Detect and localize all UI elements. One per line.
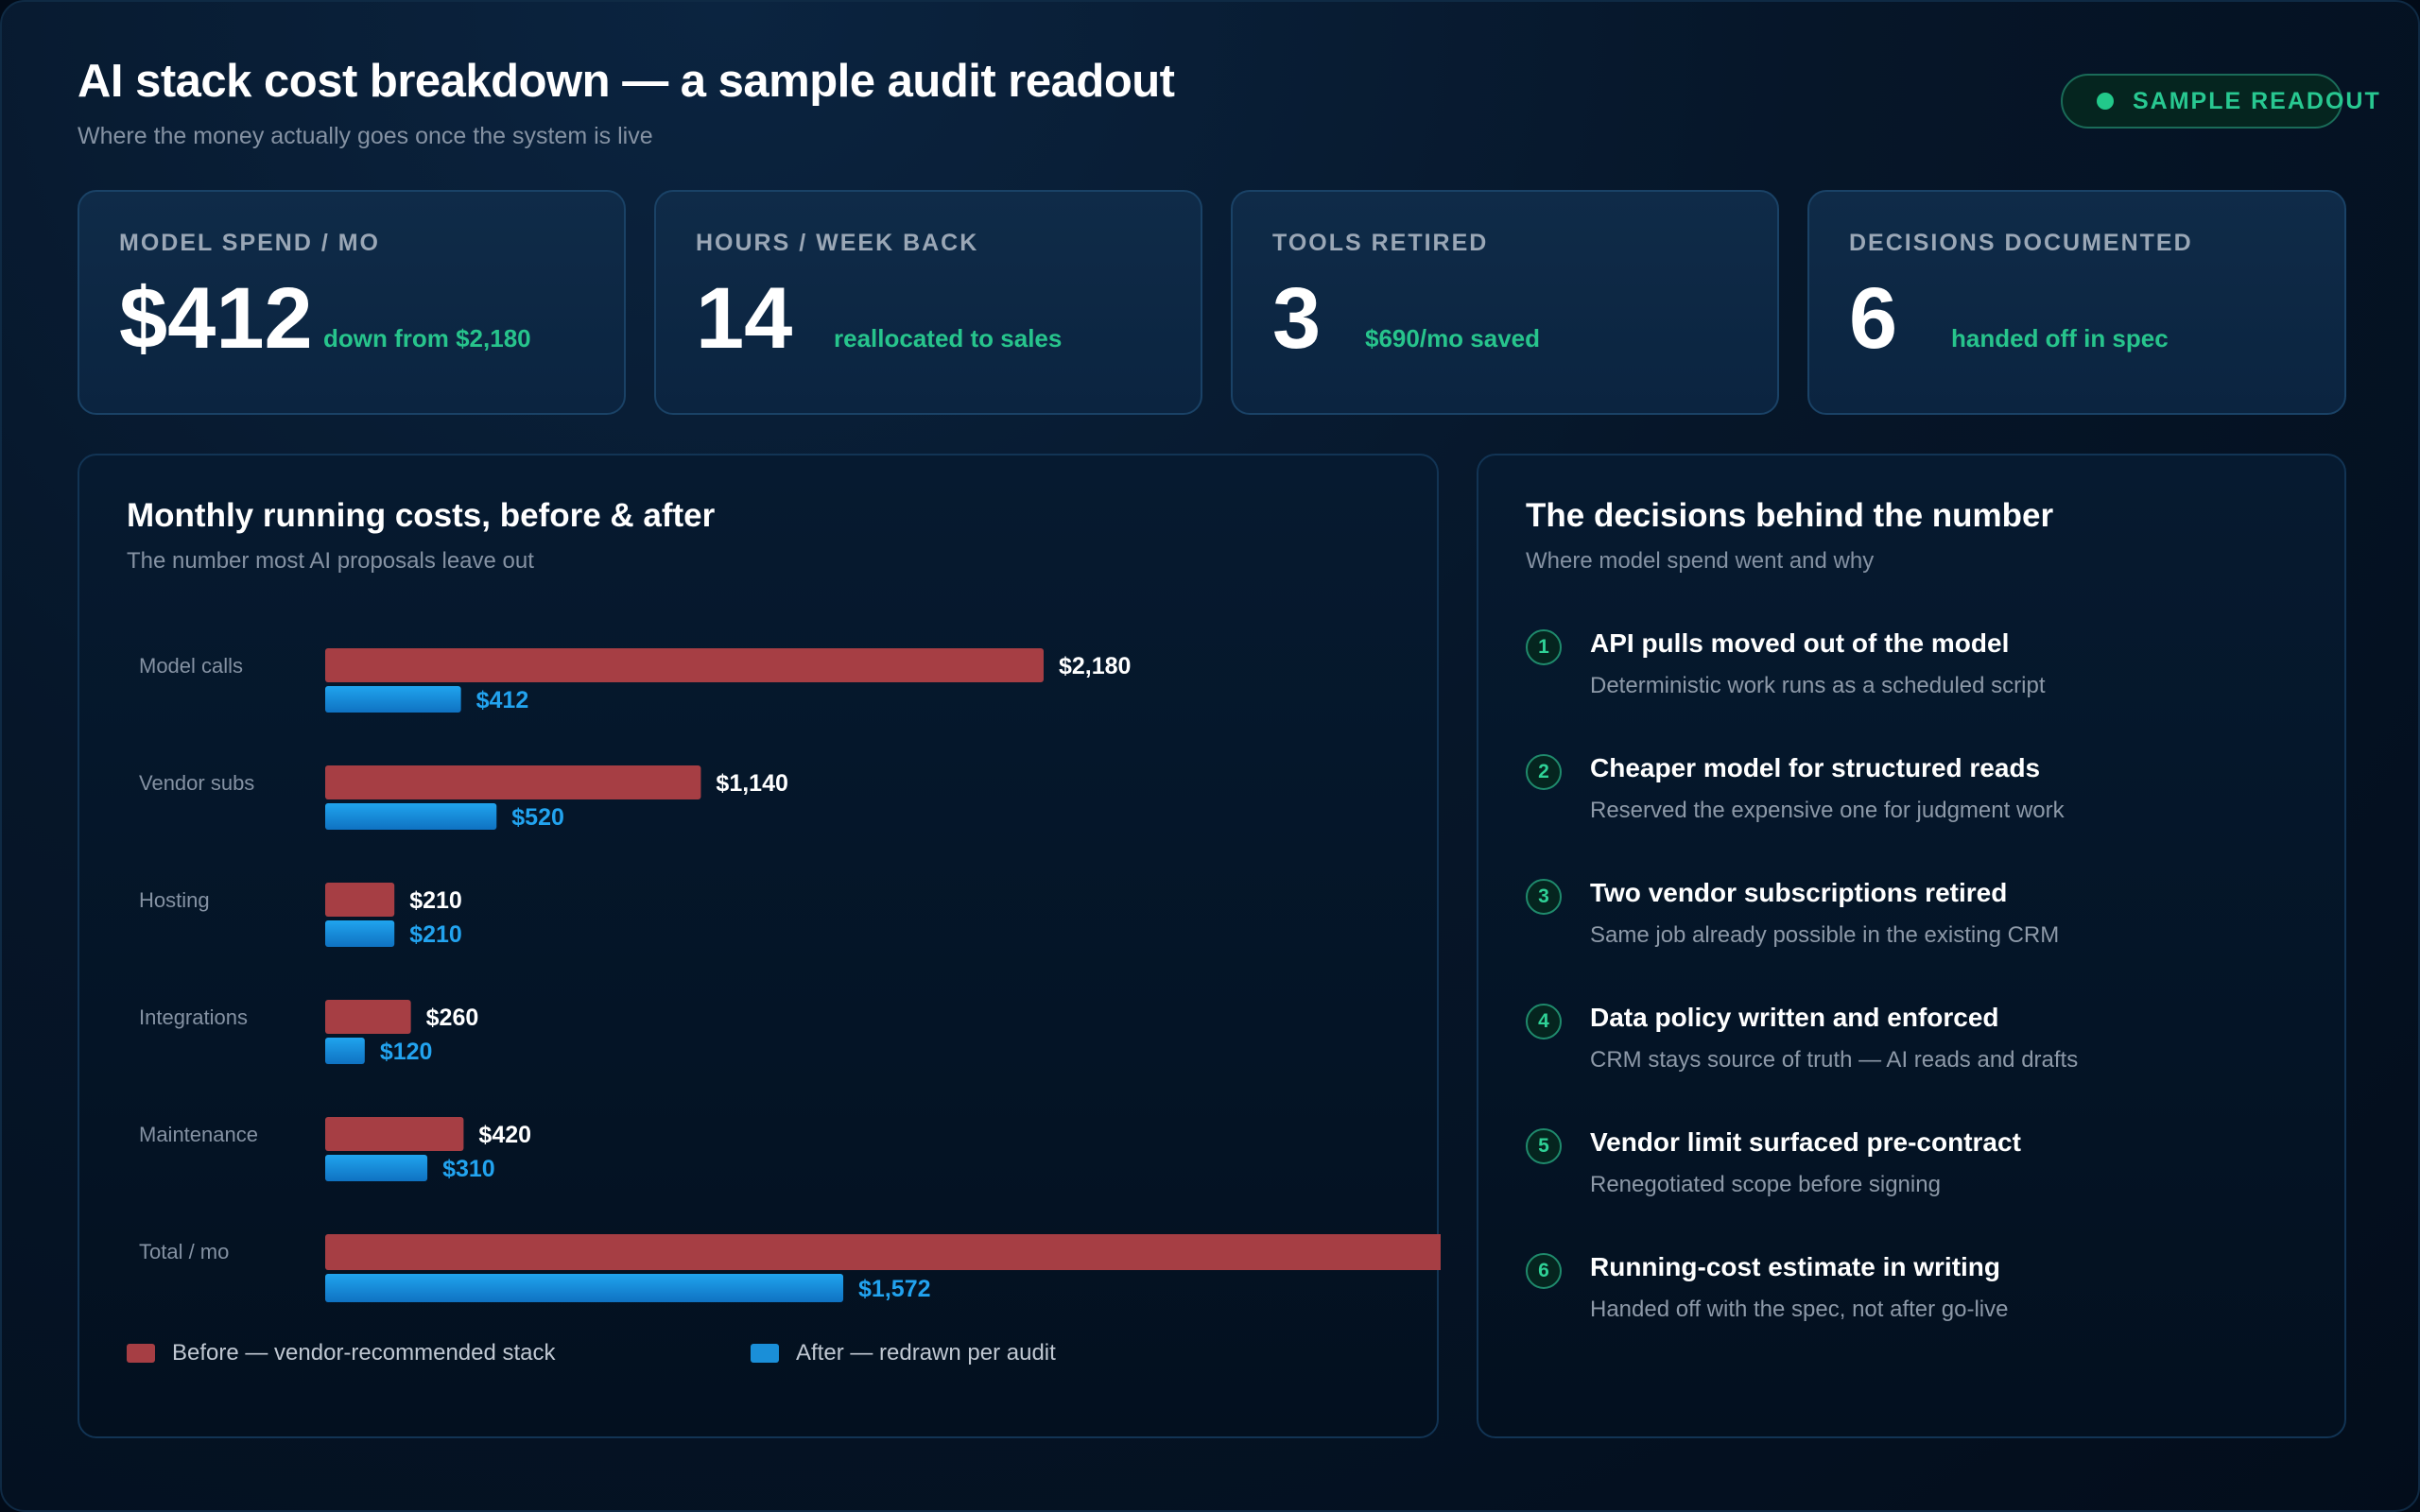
kpi-note: handed off in spec [1951,324,2169,352]
decision-description: Deterministic work runs as a scheduled s… [1590,673,2046,698]
bar-before-value-label: $210 [409,887,462,914]
kpi-card-decisions-documented: DECISIONS DOCUMENTED 6 handed off in spe… [1807,190,2346,415]
bar-after [325,1038,365,1064]
decision-description: CRM stays source of truth — AI reads and… [1590,1047,2079,1073]
decision-description: Same job already possible in the existin… [1590,922,2060,948]
chart-subtitle: The number most AI proposals leave out [127,548,534,574]
decision-title: Cheaper model for structured reads [1590,753,2041,782]
decision-title: Vendor limit surfaced pre-contract [1590,1127,2021,1157]
kpi-note: reallocated to sales [834,324,1063,352]
status-dot-icon [2097,93,2114,110]
kpi-card-hours-back: HOURS / WEEK BACK 14 reallocated to sale… [654,190,1202,415]
kpi-card-tools-retired: TOOLS RETIRED 3 $690/mo saved [1231,190,1779,415]
bar-after [325,920,395,947]
kpi-value: 3 [1272,270,1322,367]
kpi-value: $412 [119,270,313,367]
decision-title: API pulls moved out of the model [1590,628,2010,658]
decision-number-badge: 2 [1526,754,1562,790]
kpi-note: down from $2,180 [323,324,531,352]
decision-description: Renegotiated scope before signing [1590,1172,1941,1197]
kpi-value: 14 [696,270,793,367]
decision-title: Two vendor subscriptions retired [1590,878,2008,907]
decisions-panel: The decisions behind the number Where mo… [1477,454,2346,1438]
cost-bar-chart: Model calls $2,180 $412 Vendor subs $1,140 $5… [139,648,1441,1302]
category-label: Hosting [139,888,210,912]
cost-chart-panel: Monthly running costs, before & after Th… [78,454,1441,1438]
badge-label: SAMPLE READOUT [2133,87,2381,114]
legend-label-before: Before — vendor-recommended stack [172,1340,556,1366]
bar-before [325,1000,411,1034]
bar-after-value-label: $310 [442,1156,495,1182]
kpi-label: DECISIONS DOCUMENTED [1849,230,2193,256]
bar-after [325,1155,428,1181]
decision-title: Running-cost estimate in writing [1590,1252,2001,1281]
decision-number-badge: 3 [1526,879,1562,915]
kpi-card-model-spend: MODEL SPEND / MO $412 down from $2,180 [78,190,626,415]
bar-after-value-label: $120 [380,1039,433,1065]
category-label: Total / mo [139,1240,229,1263]
legend-swatch-before [127,1344,155,1363]
bar-after [325,686,461,713]
page-subtitle: Where the money actually goes once the s… [78,123,653,149]
bar-before-value-label: $1,140 [716,770,787,797]
bar-before-value-label: $2,180 [1059,653,1131,679]
legend-after: After — redrawn per audit [751,1340,1056,1366]
category-label: Vendor subs [139,771,254,795]
legend-label-after: After — redrawn per audit [796,1340,1056,1366]
bar-before [325,765,701,799]
bar-before-value-label: $420 [478,1122,531,1148]
bar-before-value-label: $260 [426,1005,479,1031]
kpi-note: $690/mo saved [1365,324,1541,352]
bar-after [325,1274,844,1302]
kpi-label: TOOLS RETIRED [1272,230,1489,256]
kpi-label: MODEL SPEND / MO [119,230,381,256]
decision-number-badge: 5 [1526,1128,1562,1164]
page-title: AI stack cost breakdown — a sample audit… [78,56,1175,107]
bar-before [325,1117,464,1151]
bar-after-value-label: $520 [511,804,564,831]
category-label: Model calls [139,654,243,678]
decision-description: Handed off with the spec, not after go-l… [1590,1297,2009,1322]
category-label: Integrations [139,1005,248,1029]
decisions-title: The decisions behind the number [1526,497,2054,534]
bar-after [325,803,497,830]
bar-after-value-label: $1,572 [858,1276,930,1302]
sample-readout-badge: SAMPLE READOUT [2061,74,2379,129]
bar-before [325,883,395,917]
decision-title: Data policy written and enforced [1590,1003,1999,1032]
decision-description: Reserved the expensive one for judgment … [1590,798,2065,823]
bar-after-value-label: $412 [476,687,529,713]
decision-number-badge: 6 [1526,1253,1562,1289]
decision-number-badge: 1 [1526,629,1562,665]
bar-before [325,1234,1441,1270]
kpi-value: 6 [1849,270,1898,367]
legend-before: Before — vendor-recommended stack [127,1340,556,1366]
bar-before [325,648,1044,682]
kpi-label: HOURS / WEEK BACK [696,230,979,256]
decision-number-badge: 4 [1526,1004,1562,1040]
decisions-subtitle: Where model spend went and why [1526,548,1875,574]
chart-title: Monthly running costs, before & after [127,497,716,534]
bar-after-value-label: $210 [409,921,462,948]
category-label: Maintenance [139,1123,258,1146]
legend-swatch-after [751,1344,779,1363]
